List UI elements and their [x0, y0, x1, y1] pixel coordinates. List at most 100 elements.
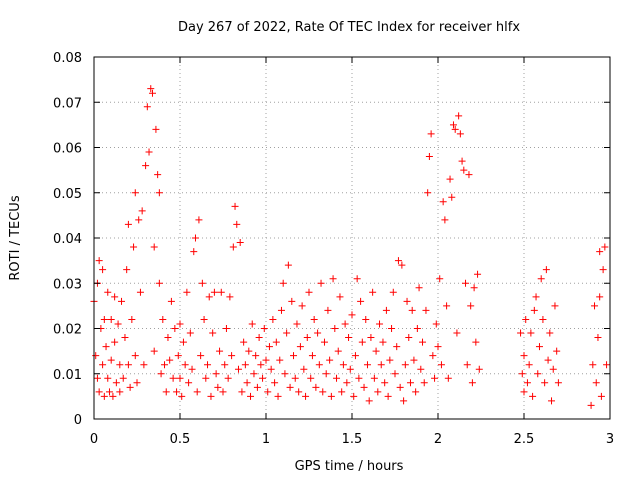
data-point [140, 361, 148, 369]
data-point [210, 288, 218, 296]
data-point [520, 352, 528, 360]
data-point [338, 388, 346, 396]
data-point [596, 293, 604, 301]
data-point [288, 297, 296, 305]
data-point [396, 383, 404, 391]
data-point [369, 288, 377, 296]
y-tick-label: 0.04 [53, 232, 82, 247]
data-point [169, 374, 177, 382]
data-point [377, 361, 385, 369]
data-point [406, 379, 414, 387]
data-point [188, 365, 196, 373]
data-point [219, 388, 227, 396]
data-point [553, 347, 561, 355]
data-point [183, 288, 191, 296]
data-point [549, 365, 557, 373]
data-point [462, 279, 470, 287]
data-point [372, 347, 380, 355]
data-point [432, 320, 440, 328]
data-point [470, 284, 478, 292]
data-point [518, 370, 526, 378]
data-point [207, 392, 215, 400]
data-point [143, 103, 151, 111]
data-point [291, 374, 299, 382]
data-point [327, 392, 335, 400]
data-point [229, 243, 237, 251]
data-point [121, 334, 129, 342]
data-point [216, 347, 224, 355]
data-point [118, 297, 126, 305]
data-point [112, 379, 120, 387]
data-point [300, 365, 308, 373]
data-point [133, 379, 141, 387]
data-point [472, 338, 480, 346]
data-point [427, 130, 435, 138]
data-point [231, 202, 239, 210]
data-point [393, 343, 401, 351]
data-point [343, 379, 351, 387]
data-point [164, 334, 172, 342]
data-point [234, 365, 242, 373]
data-point [135, 216, 143, 224]
data-point [388, 325, 396, 332]
data-point [365, 397, 373, 405]
data-point [174, 352, 182, 360]
data-point [334, 347, 342, 355]
data-point [200, 315, 208, 323]
data-point [351, 352, 359, 360]
data-point [401, 361, 409, 369]
data-point [345, 334, 353, 342]
data-point [542, 266, 550, 274]
data-point [116, 361, 124, 369]
data-point [295, 388, 303, 396]
data-point [155, 189, 163, 197]
data-point [105, 388, 113, 396]
data-point [212, 370, 220, 378]
y-tick-label: 0.07 [53, 96, 82, 111]
data-point [597, 392, 605, 400]
data-point [111, 293, 119, 301]
data-point [176, 320, 184, 328]
data-point [307, 374, 315, 382]
data-point [267, 365, 275, 373]
data-point [298, 302, 306, 310]
data-point [460, 166, 468, 174]
x-tick-label: 1.5 [342, 432, 363, 447]
data-point [290, 352, 298, 360]
data-point [102, 343, 110, 351]
data-point [381, 379, 389, 387]
data-point [324, 306, 332, 314]
data-point [591, 302, 599, 310]
data-point [142, 162, 150, 170]
data-point [391, 370, 399, 378]
data-point [322, 370, 330, 378]
data-point [179, 338, 187, 346]
x-axis-label: GPS time / hours [295, 459, 404, 474]
data-point [176, 374, 184, 382]
data-point [467, 302, 475, 310]
data-point [193, 388, 201, 396]
data-point [93, 374, 101, 382]
y-axis-label: ROTI / TECUs [8, 195, 23, 280]
data-point [410, 356, 418, 364]
data-point [376, 320, 384, 328]
data-point [532, 293, 540, 301]
data-point [296, 343, 304, 351]
data-point [226, 293, 234, 301]
data-point [331, 325, 339, 332]
data-point [241, 361, 249, 369]
data-point [277, 306, 285, 314]
data-point [360, 383, 368, 391]
data-point [596, 248, 604, 256]
data-point [173, 388, 181, 396]
data-point [171, 325, 179, 332]
data-point [114, 320, 122, 328]
data-point [308, 352, 316, 360]
data-point [130, 243, 138, 251]
data-point [119, 374, 127, 382]
data-point [109, 392, 117, 400]
data-point [601, 243, 609, 251]
data-point [204, 361, 212, 369]
data-point [186, 329, 194, 337]
